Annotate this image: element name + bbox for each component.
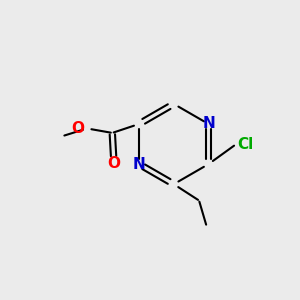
Text: O: O	[107, 156, 120, 171]
Text: Cl: Cl	[237, 137, 253, 152]
Text: N: N	[133, 157, 146, 172]
Text: N: N	[202, 116, 215, 131]
Text: O: O	[72, 121, 85, 136]
